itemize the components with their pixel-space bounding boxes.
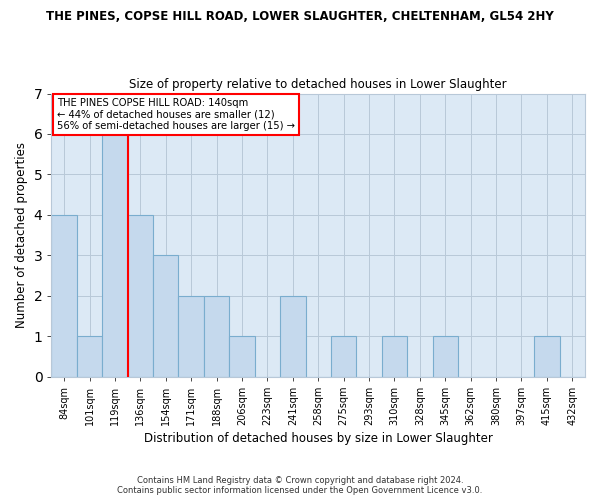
Bar bbox=[178, 296, 204, 376]
Title: Size of property relative to detached houses in Lower Slaughter: Size of property relative to detached ho… bbox=[130, 78, 507, 91]
Bar bbox=[280, 296, 305, 376]
Bar bbox=[382, 336, 407, 376]
Text: THE PINES COPSE HILL ROAD: 140sqm
← 44% of detached houses are smaller (12)
56% : THE PINES COPSE HILL ROAD: 140sqm ← 44% … bbox=[57, 98, 295, 131]
Bar bbox=[77, 336, 102, 376]
Bar bbox=[102, 134, 128, 376]
Bar bbox=[229, 336, 255, 376]
Bar bbox=[128, 215, 153, 376]
Bar bbox=[534, 336, 560, 376]
Bar bbox=[433, 336, 458, 376]
Text: Contains HM Land Registry data © Crown copyright and database right 2024.
Contai: Contains HM Land Registry data © Crown c… bbox=[118, 476, 482, 495]
X-axis label: Distribution of detached houses by size in Lower Slaughter: Distribution of detached houses by size … bbox=[144, 432, 493, 445]
Text: THE PINES, COPSE HILL ROAD, LOWER SLAUGHTER, CHELTENHAM, GL54 2HY: THE PINES, COPSE HILL ROAD, LOWER SLAUGH… bbox=[46, 10, 554, 23]
Bar bbox=[153, 256, 178, 376]
Bar bbox=[52, 215, 77, 376]
Bar bbox=[331, 336, 356, 376]
Y-axis label: Number of detached properties: Number of detached properties bbox=[15, 142, 28, 328]
Bar bbox=[204, 296, 229, 376]
